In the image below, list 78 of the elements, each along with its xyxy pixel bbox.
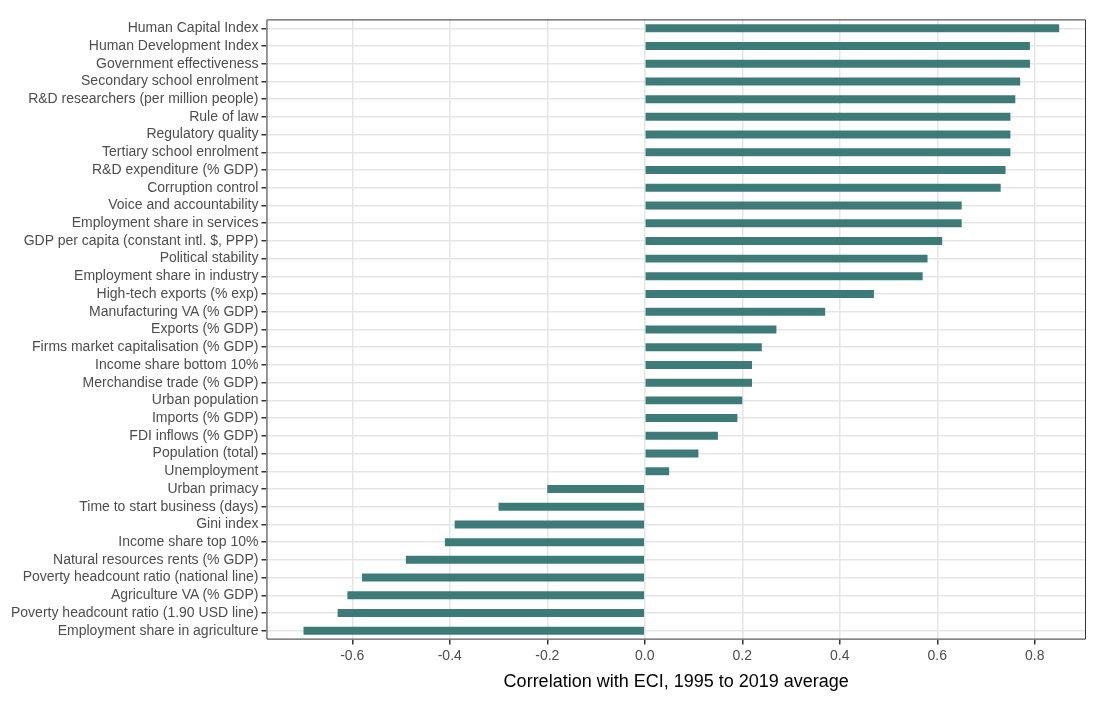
y-tick-label: Employment share in agriculture bbox=[57, 621, 259, 638]
bar bbox=[645, 290, 874, 299]
bar bbox=[405, 555, 645, 564]
y-tick-label: Merchandise trade (% GDP) bbox=[82, 373, 259, 390]
x-tick-label: 0.2 bbox=[732, 646, 753, 663]
x-tick-label: 0.4 bbox=[830, 646, 850, 663]
y-tick-label: Human Development Index bbox=[88, 36, 259, 53]
bar bbox=[645, 378, 753, 387]
y-tick-label: Unemployment bbox=[164, 462, 259, 479]
y-tick-label: Manufacturing VA (% GDP) bbox=[89, 302, 259, 319]
bar bbox=[645, 59, 1030, 68]
y-tick-label: Human Capital Index bbox=[127, 19, 259, 36]
bar bbox=[645, 254, 928, 263]
bar bbox=[645, 272, 923, 281]
y-tick-label: High-tech exports (% exp) bbox=[96, 284, 259, 301]
x-axis-title: Correlation with ECI, 1995 to 2019 average bbox=[503, 671, 849, 692]
bar bbox=[645, 449, 699, 458]
x-tick-label: -0.4 bbox=[437, 646, 463, 663]
bar bbox=[547, 484, 645, 493]
y-tick-label: Income share bottom 10% bbox=[95, 355, 259, 372]
bar bbox=[645, 130, 1011, 139]
y-tick-label: Government effectiveness bbox=[96, 54, 259, 71]
bar bbox=[645, 201, 962, 210]
bar bbox=[362, 573, 645, 582]
y-tick-label: R&D researchers (per million people) bbox=[28, 90, 259, 106]
bar bbox=[645, 41, 1030, 50]
x-tick-label: -0.2 bbox=[535, 646, 560, 663]
y-tick-label: Employment share in services bbox=[71, 214, 259, 231]
bar bbox=[303, 626, 645, 635]
bar bbox=[645, 112, 1011, 121]
bar bbox=[498, 502, 645, 511]
x-tick-label: 0.6 bbox=[927, 646, 948, 663]
bar bbox=[645, 360, 753, 369]
y-tick-label: Rule of law bbox=[189, 107, 260, 124]
y-tick-label: Natural resources rents (% GDP) bbox=[53, 550, 259, 567]
y-tick-label: Population (total) bbox=[152, 444, 259, 461]
bar bbox=[347, 591, 645, 600]
y-tick-label: Corruption control bbox=[147, 178, 259, 195]
y-tick-label: Firms market capitalisation (% GDP) bbox=[32, 338, 259, 355]
y-tick-label: FDI inflows (% GDP) bbox=[129, 426, 259, 443]
bar bbox=[645, 219, 962, 228]
y-tick-label: R&D expenditure (% GDP) bbox=[91, 160, 259, 177]
y-tick-label: Imports (% GDP) bbox=[151, 408, 259, 425]
y-tick-label: Urban population bbox=[151, 391, 259, 408]
y-tick-label: Poverty headcount ratio (1.90 USD line) bbox=[10, 603, 259, 620]
y-tick-label: Regulatory quality bbox=[146, 125, 259, 142]
bar bbox=[645, 166, 1006, 175]
bar bbox=[645, 343, 762, 352]
y-tick-label: GDP per capita (constant intl. $, PPP) bbox=[23, 231, 259, 248]
bar bbox=[444, 538, 645, 547]
bar bbox=[645, 467, 670, 476]
bar bbox=[645, 24, 1060, 33]
y-tick-label: Gini index bbox=[196, 515, 259, 532]
x-tick-label: 0.8 bbox=[1025, 646, 1045, 663]
y-tick-label: Political stability bbox=[159, 249, 259, 266]
bar bbox=[645, 396, 743, 405]
x-tick-label: 0.0 bbox=[635, 646, 655, 663]
bar bbox=[645, 307, 826, 316]
y-tick-label: Exports (% GDP) bbox=[151, 320, 259, 337]
y-tick-label: Poverty headcount ratio (national line) bbox=[22, 568, 259, 585]
bar bbox=[645, 77, 1021, 86]
y-tick-label: Tertiary school enrolment bbox=[102, 143, 259, 160]
bar bbox=[645, 95, 1016, 104]
bar bbox=[645, 414, 738, 423]
bar bbox=[454, 520, 645, 529]
y-tick-label: Agriculture VA (% GDP) bbox=[110, 586, 259, 603]
y-tick-label: Voice and accountability bbox=[108, 196, 259, 213]
x-tick-label: -0.6 bbox=[340, 646, 365, 663]
bar bbox=[645, 431, 718, 440]
bar bbox=[337, 609, 645, 618]
y-tick-label: Income share top 10% bbox=[118, 533, 259, 549]
bar bbox=[645, 236, 943, 245]
y-tick-label: Time to start business (days) bbox=[79, 497, 259, 514]
y-tick-label: Urban primacy bbox=[167, 479, 259, 496]
y-tick-label: Secondary school enrolment bbox=[81, 72, 259, 89]
bar bbox=[645, 148, 1011, 157]
bar bbox=[645, 183, 1001, 192]
y-tick-label: Employment share in industry bbox=[74, 267, 259, 284]
